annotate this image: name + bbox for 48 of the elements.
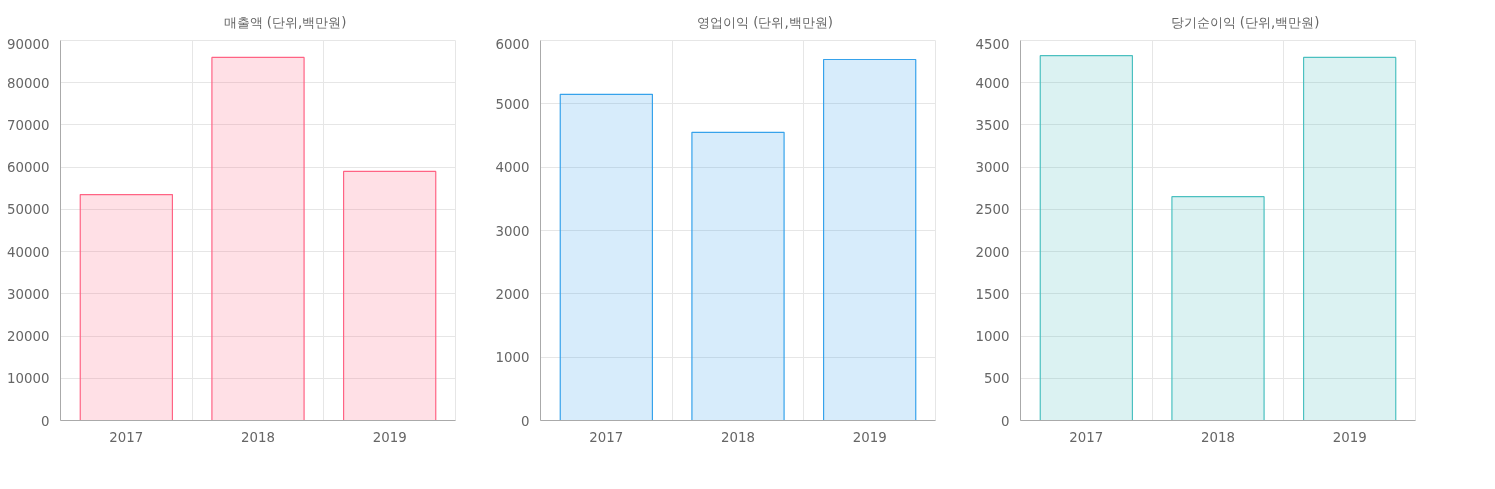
y-tick-label: 1000 (975, 329, 1010, 345)
y-tick-label: 3000 (495, 223, 530, 239)
x-tick-label: 2019 (1332, 429, 1367, 445)
x-tick-label: 2018 (241, 429, 275, 445)
y-tick-label: 5000 (495, 96, 530, 112)
y-tick-label: 6000 (495, 36, 530, 52)
y-tick-label: 70000 (7, 117, 50, 133)
bar (79, 194, 174, 421)
bar (1302, 56, 1397, 421)
y-tick-label: 1000 (495, 350, 530, 366)
y-tick-label: 30000 (7, 286, 50, 302)
y-tick-label: 2500 (975, 202, 1010, 218)
text: 당기순이익 (단위,백만원) (1170, 14, 1320, 32)
text: 매출액 (단위,백만원) (223, 14, 347, 32)
y-tick-label: 40000 (7, 244, 50, 260)
y-tick-label: 50000 (7, 202, 50, 218)
x-tick-label: 2017 (589, 429, 624, 445)
y-tick-label: 4000 (495, 160, 530, 176)
bar (822, 58, 917, 421)
y-tick-label: 80000 (7, 75, 50, 91)
y-tick-label: 2000 (975, 244, 1010, 260)
y-tick-label: 90000 (7, 36, 50, 52)
y-tick-label: 3500 (975, 117, 1010, 133)
y-tick-label: 0 (1001, 413, 1010, 429)
y-tick-label: 4500 (975, 36, 1010, 52)
y-tick-label: 500 (984, 371, 1010, 387)
y-tick-label: 4000 (975, 75, 1010, 91)
y-tick-label: 0 (41, 413, 50, 429)
bar (691, 131, 785, 421)
x-tick-label: 2017 (109, 429, 144, 445)
y-tick-label: 1500 (975, 286, 1010, 302)
x-tick-label: 2019 (372, 429, 407, 445)
bar (559, 93, 654, 421)
y-tick-label: 60000 (7, 160, 50, 176)
x-tick-label: 2018 (721, 429, 755, 445)
y-tick-label: 3000 (975, 160, 1010, 176)
text: 영업이익 (단위,백만원) (697, 14, 833, 32)
x-tick-label: 2019 (852, 429, 887, 445)
bar (342, 170, 437, 421)
bar (211, 56, 305, 421)
y-tick-label: 2000 (495, 286, 530, 302)
y-tick-label: 0 (521, 413, 530, 429)
bar (1171, 196, 1265, 421)
x-tick-label: 2017 (1069, 429, 1104, 445)
bar (1039, 55, 1134, 421)
x-tick-label: 2018 (1201, 429, 1235, 445)
y-tick-label: 20000 (7, 329, 50, 345)
y-tick-label: 10000 (7, 371, 50, 387)
